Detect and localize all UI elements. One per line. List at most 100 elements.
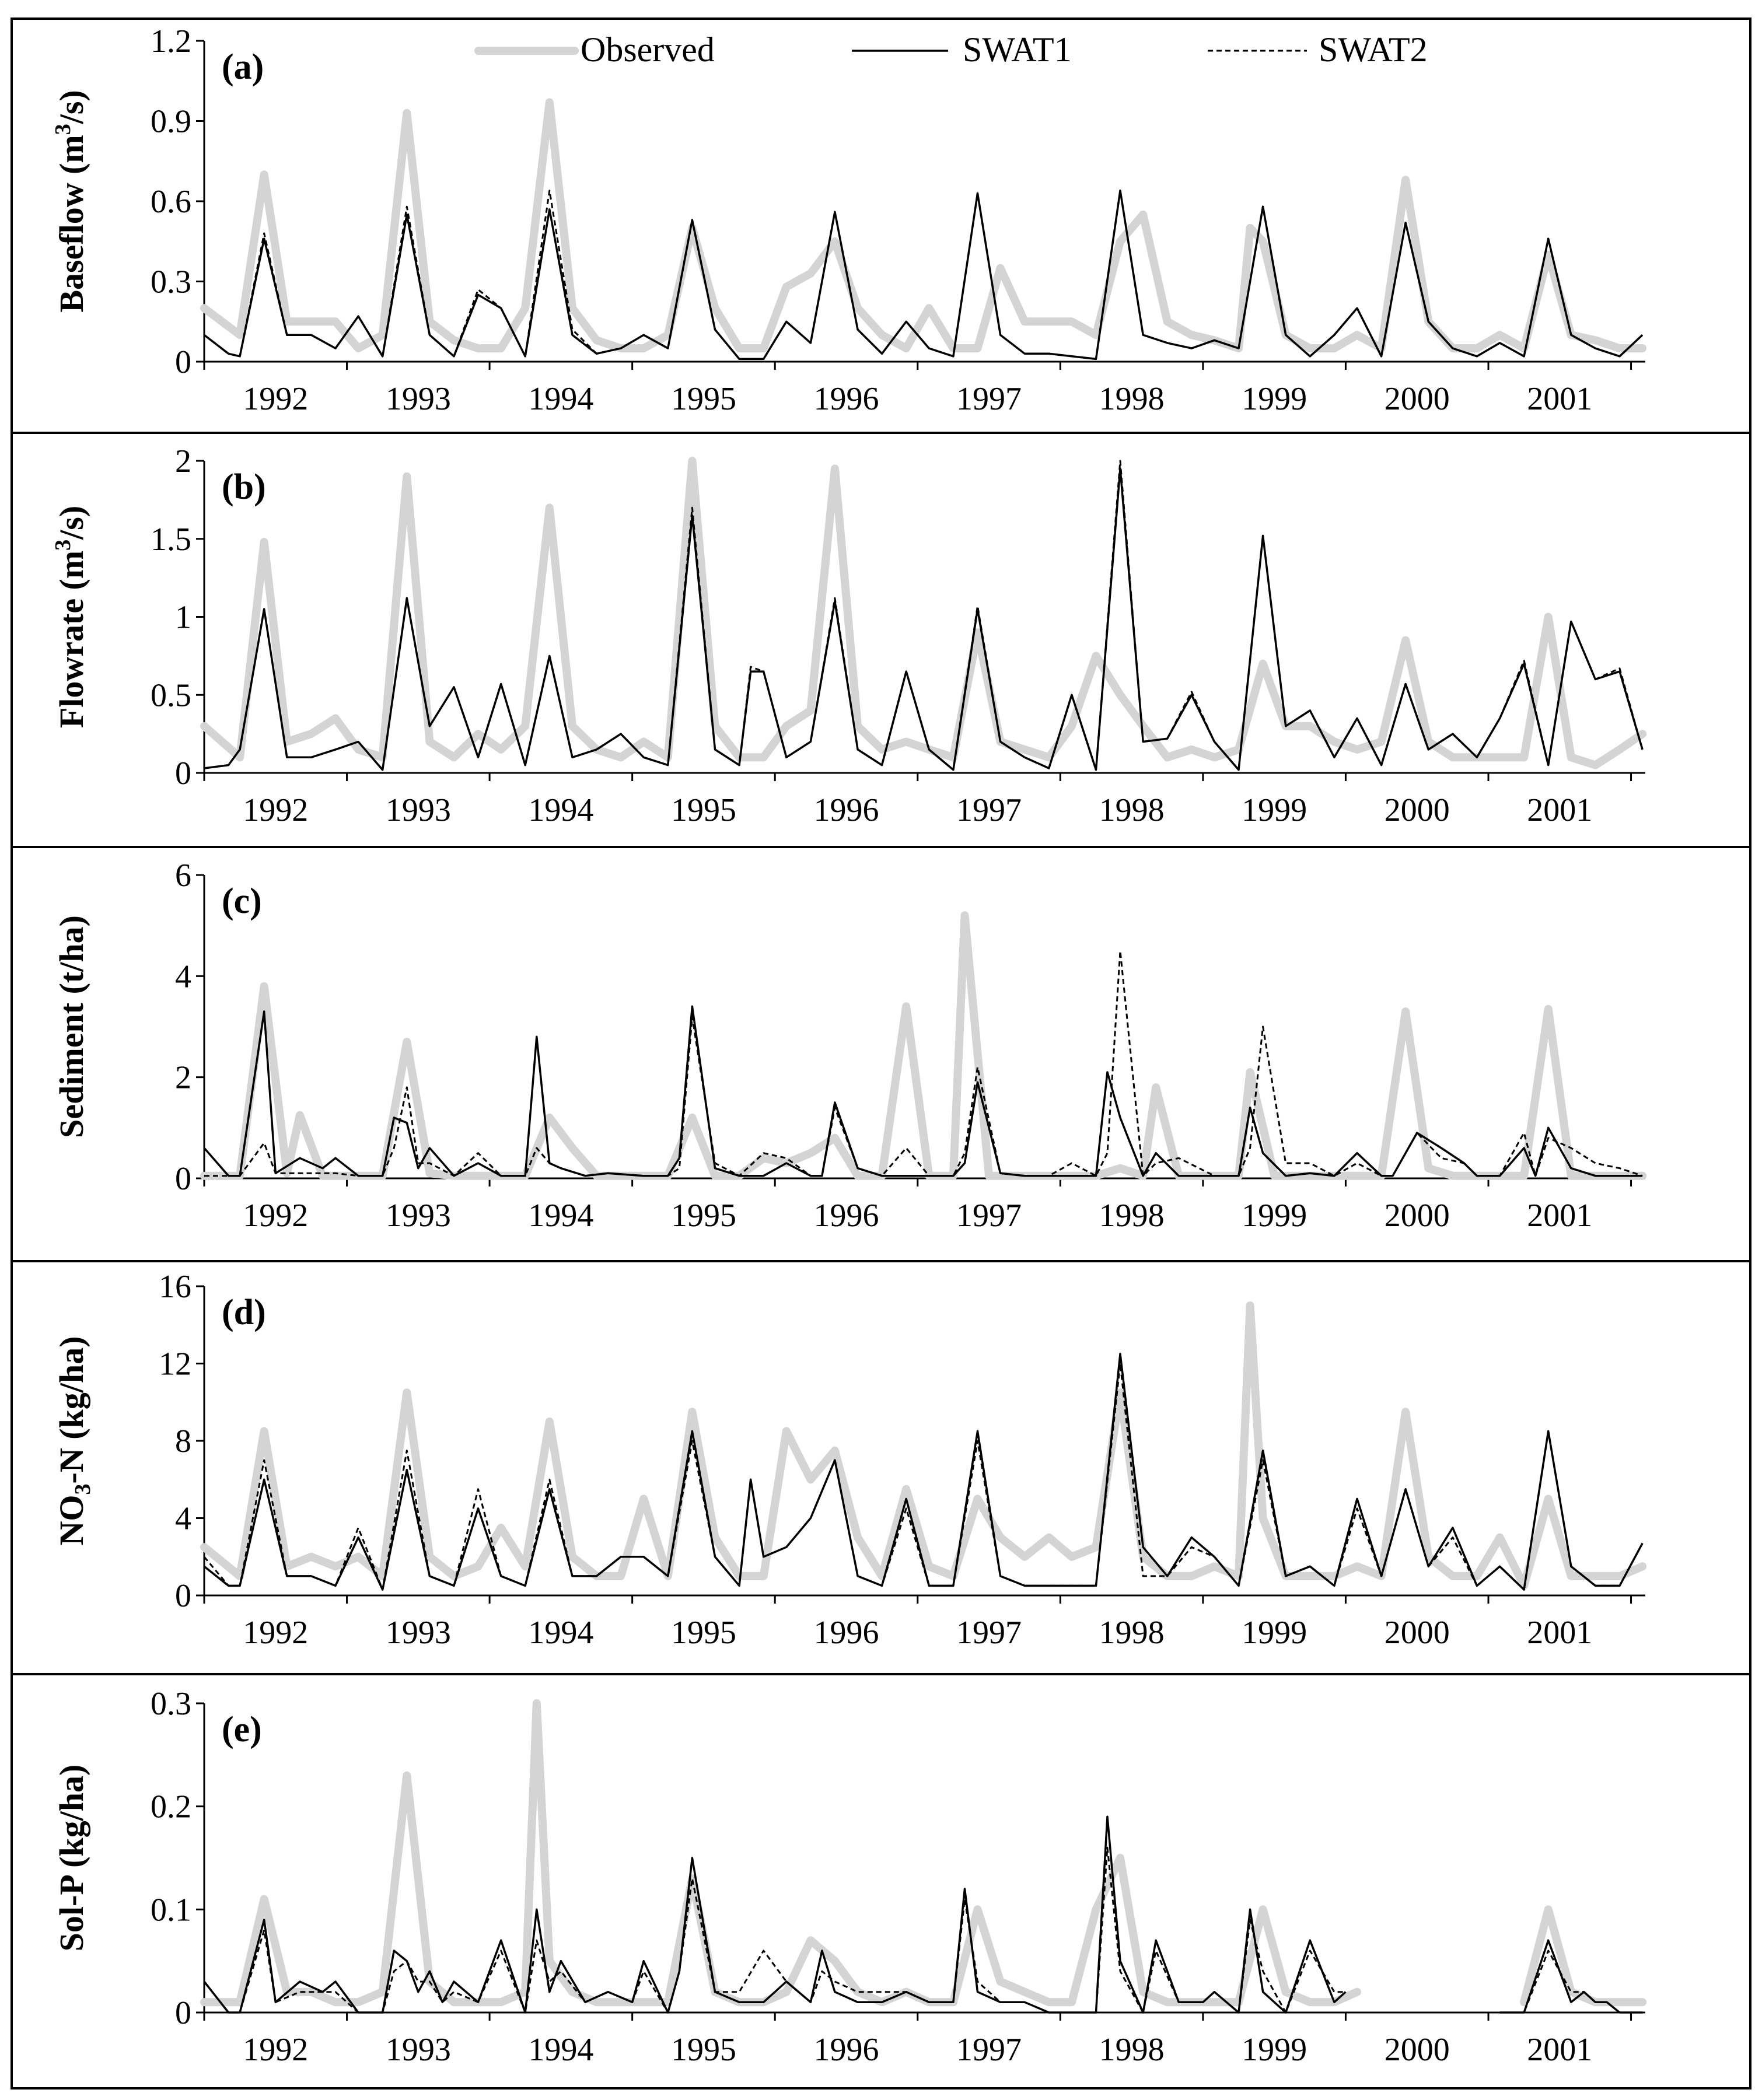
y-tick-label: 0 [175,1578,191,1614]
y-tick-label: 0.3 [151,264,191,300]
y-axis-label-superscript: 3 [51,124,75,135]
x-tick-label: 1992 [243,792,308,828]
y-tick-label: 0.1 [151,1892,191,1928]
series-line-swat2 [204,460,1644,771]
y-tick-label: 0.5 [151,677,191,713]
y-axis-label-superscript: 3 [51,540,75,551]
y-tick-label: 0 [175,1995,191,2031]
x-tick-label: 2000 [1385,1615,1450,1651]
chart-panel-3: 0 2 4 6 1992 1993 1994 1995 1996 1997 1998 1999 2000… [11,846,1751,1262]
y-tick-label: 1.2 [151,23,191,60]
series-line-observed [200,1699,1361,2007]
x-tick-label: 1995 [671,2032,736,2068]
y-tick-label: 0.9 [151,104,191,140]
x-tick-label: 2001 [1527,1198,1592,1234]
x-tick-label: 1995 [671,381,736,417]
series-line-observed [200,98,1647,353]
series-line-swat2 [204,950,1643,1177]
series-line-observed [200,1301,1647,1590]
series-line-swat1 [203,1815,1347,2014]
y-axis-label-text: Sediment (t/ha) [53,915,90,1138]
y-axis-label: Sediment (t/ha) [53,915,90,1138]
y-tick-label: 0.3 [151,1686,191,1722]
x-tick-label: 1994 [528,381,593,417]
x-tick-label: 1999 [1242,381,1307,417]
y-tick-label: 1 [175,600,191,636]
y-tick-label: 4 [175,958,191,995]
y-tick-label: 16 [159,1269,191,1305]
x-tick-label: 1999 [1242,792,1307,828]
x-tick-label: 1997 [956,2032,1022,2068]
y-axis-label-text: Sol-P (kg/ha) [53,1765,90,1952]
x-tick-label: 1993 [386,792,451,828]
x-tick-label: 1992 [243,2032,308,2068]
y-tick-label: 0.6 [151,184,191,220]
x-tick-label: 1996 [813,381,879,417]
y-tick-label: 8 [175,1423,191,1460]
x-tick-label: 1997 [956,381,1022,417]
y-tick-label: 1.5 [151,522,191,558]
chart-panel-1: 0 0.3 0.6 0.9 1.2 1992 1993 1994 1995 1996 1997 199… [11,18,1751,434]
y-axis-label-suffix: /s) [53,90,90,124]
x-tick-label: 1998 [1099,1198,1165,1234]
x-tick-label: 1994 [528,2032,593,2068]
x-tick-label: 1993 [386,2032,451,2068]
x-tick-label: 1992 [243,1615,308,1651]
y-tick-label: 0.2 [151,1789,191,1825]
x-tick-label: 2001 [1527,792,1592,828]
x-tick-label: 1993 [386,1615,451,1651]
panel-label: (d) [222,1293,266,1332]
x-tick-label: 1999 [1242,1198,1307,1234]
x-tick-label: 1998 [1099,381,1165,417]
series-line-observed [200,457,1647,769]
chart-panel-5: 0 0.1 0.2 0.3 1992 1993 1994 1995 1996 1997 1998 19… [11,1673,1751,2090]
series-line-observed [200,911,1647,1180]
x-tick-label: 2001 [1527,2032,1592,2068]
x-tick-label: 1997 [956,1198,1022,1234]
y-tick-label: 4 [175,1501,191,1537]
y-axis-label-suffix: /s) [53,506,90,540]
legend-label-observed: Observed [581,30,715,69]
x-tick-label: 1998 [1099,2032,1165,2068]
x-tick-label: 2001 [1527,1615,1592,1651]
panel-label: (c) [222,881,262,921]
series-line-swat2 [203,1846,1346,2014]
x-tick-label: 2000 [1385,2032,1450,2068]
y-axis-label: Baseflow (m3/s) [51,90,90,312]
x-tick-label: 2000 [1385,381,1450,417]
panel-label: (e) [222,1710,262,1749]
x-tick-label: 1995 [671,1615,736,1651]
x-tick-label: 2001 [1527,381,1592,417]
series-line-swat2 [203,1363,1644,1591]
x-tick-label: 1997 [956,792,1022,828]
x-tick-label: 1992 [243,1198,308,1234]
y-tick-label: 0 [175,755,191,792]
y-axis-label-text: Flowrate (m [53,551,90,728]
x-tick-label: 1993 [386,1198,451,1234]
chart-panel-4: 0 4 8 12 16 1992 1993 1994 1995 1996 1997 1998 1999 2… [11,1260,1751,1675]
x-tick-label: 1996 [813,2032,879,2068]
x-tick-label: 1996 [813,1615,879,1651]
y-tick-label: 2 [175,1060,191,1096]
y-axis-label-text: Baseflow (m [53,135,90,312]
x-tick-label: 1999 [1242,2032,1307,2068]
series-line-swat2 [1499,1950,1643,2014]
series-line-observed [1520,1905,1647,2007]
y-axis-label: NO3-N (kg/ha) [53,1336,95,1546]
x-tick-label: 1992 [243,381,308,417]
chart-panel-2: 0 0.5 1 1.5 2 1992 1993 1994 1995 1996 1997 1998 199… [11,432,1751,848]
x-tick-label: 1994 [528,1615,593,1651]
panel-label: (b) [222,467,266,507]
y-axis-label-suffix: -N (kg/ha) [53,1336,90,1484]
x-tick-label: 1994 [528,792,593,828]
y-tick-label: 0 [175,344,191,380]
y-tick-label: 12 [159,1346,191,1382]
x-tick-label: 2000 [1385,1198,1450,1234]
y-axis-label: Sol-P (kg/ha) [53,1765,90,1952]
y-axis-label: Flowrate (m3/s) [51,506,90,728]
x-tick-label: 1995 [671,1198,736,1234]
panel-label: (a) [222,47,264,87]
x-tick-label: 1996 [813,792,879,828]
x-tick-label: 1998 [1099,792,1165,828]
x-tick-label: 2000 [1385,792,1450,828]
